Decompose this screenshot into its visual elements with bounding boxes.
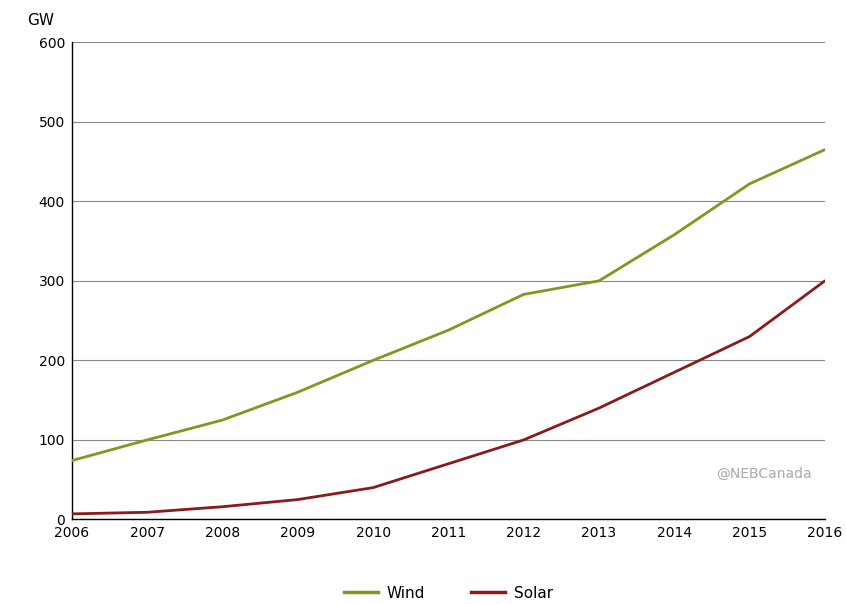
Solar bbox=[443, 460, 453, 467]
Wind bbox=[368, 357, 378, 364]
Solar bbox=[67, 510, 77, 518]
Wind bbox=[67, 457, 77, 464]
Wind bbox=[217, 416, 228, 423]
Wind bbox=[744, 180, 755, 187]
Text: @NEBCanada: @NEBCanada bbox=[716, 467, 811, 481]
Wind bbox=[519, 291, 529, 298]
Solar bbox=[594, 405, 604, 412]
Legend: Wind, Solar: Wind, Solar bbox=[338, 580, 559, 604]
Solar bbox=[519, 436, 529, 443]
Wind bbox=[293, 388, 303, 396]
Solar bbox=[820, 277, 830, 284]
Wind bbox=[594, 277, 604, 284]
Text: GW: GW bbox=[27, 13, 54, 28]
Solar bbox=[669, 368, 679, 376]
Line: Wind: Wind bbox=[72, 150, 825, 461]
Line: Solar: Solar bbox=[72, 281, 825, 514]
Solar bbox=[368, 484, 378, 491]
Wind bbox=[669, 231, 679, 239]
Wind bbox=[443, 327, 453, 334]
Wind bbox=[820, 146, 830, 153]
Solar bbox=[142, 509, 152, 516]
Solar bbox=[744, 333, 755, 340]
Solar bbox=[217, 503, 228, 510]
Wind bbox=[142, 436, 152, 443]
Solar bbox=[293, 496, 303, 503]
